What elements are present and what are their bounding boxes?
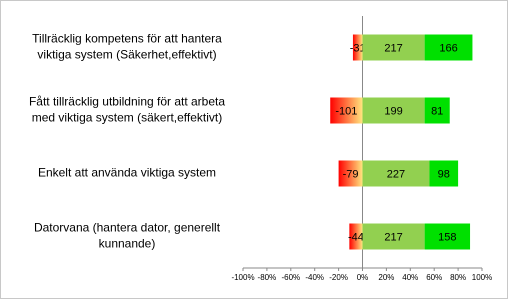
x-tick-label: 0% (357, 273, 369, 282)
bar-segment (424, 34, 473, 61)
bar-segment (349, 223, 363, 250)
bar-segment (424, 223, 471, 250)
bar-segment (330, 97, 363, 124)
value-label: 158 (438, 231, 456, 243)
x-tick-label: -80% (258, 273, 277, 282)
bar-segment (424, 97, 450, 124)
x-tick-label: 40% (402, 273, 418, 282)
value-label: -31 (350, 42, 366, 54)
x-tick-label: -100% (231, 273, 254, 282)
bar-segment (352, 34, 363, 61)
category-label: Enkelt att använda viktiga system (38, 166, 216, 180)
category-label: Tillräcklig kompetens för att hantera (32, 32, 222, 46)
x-tick-label: 20% (378, 273, 394, 282)
value-label: 166 (439, 42, 457, 54)
value-label: 81 (431, 105, 443, 117)
x-tick-label: 100% (472, 273, 492, 282)
value-label: 199 (384, 105, 402, 117)
x-tick-label: 80% (450, 273, 466, 282)
value-label: -44 (348, 231, 364, 243)
x-tick-label: -60% (281, 273, 300, 282)
value-label: -79 (343, 168, 359, 180)
value-label: 217 (384, 42, 402, 54)
value-label: 227 (387, 168, 405, 180)
category-label: med viktiga system (säkert,effektivt) (32, 111, 223, 125)
x-tick-label: -40% (305, 273, 324, 282)
x-tick-label: 60% (426, 273, 442, 282)
category-label: kunnande) (99, 237, 156, 251)
bar-segment (362, 97, 425, 124)
category-label: viktiga system (Säkerhet,effektivt) (37, 48, 216, 62)
bar-segment (362, 160, 430, 187)
bar-segment (362, 223, 425, 250)
bar-segment (362, 34, 425, 61)
x-tick-label: -20% (329, 273, 348, 282)
value-label: -101 (335, 105, 357, 117)
bar-segment (429, 160, 459, 187)
value-label: 217 (384, 231, 402, 243)
value-label: 98 (438, 168, 450, 180)
category-label: Fått tillräcklig utbildning för att arbe… (29, 95, 225, 109)
category-label: Datorvana (hantera dator, generellt (34, 221, 221, 235)
bar-segment (338, 160, 363, 187)
